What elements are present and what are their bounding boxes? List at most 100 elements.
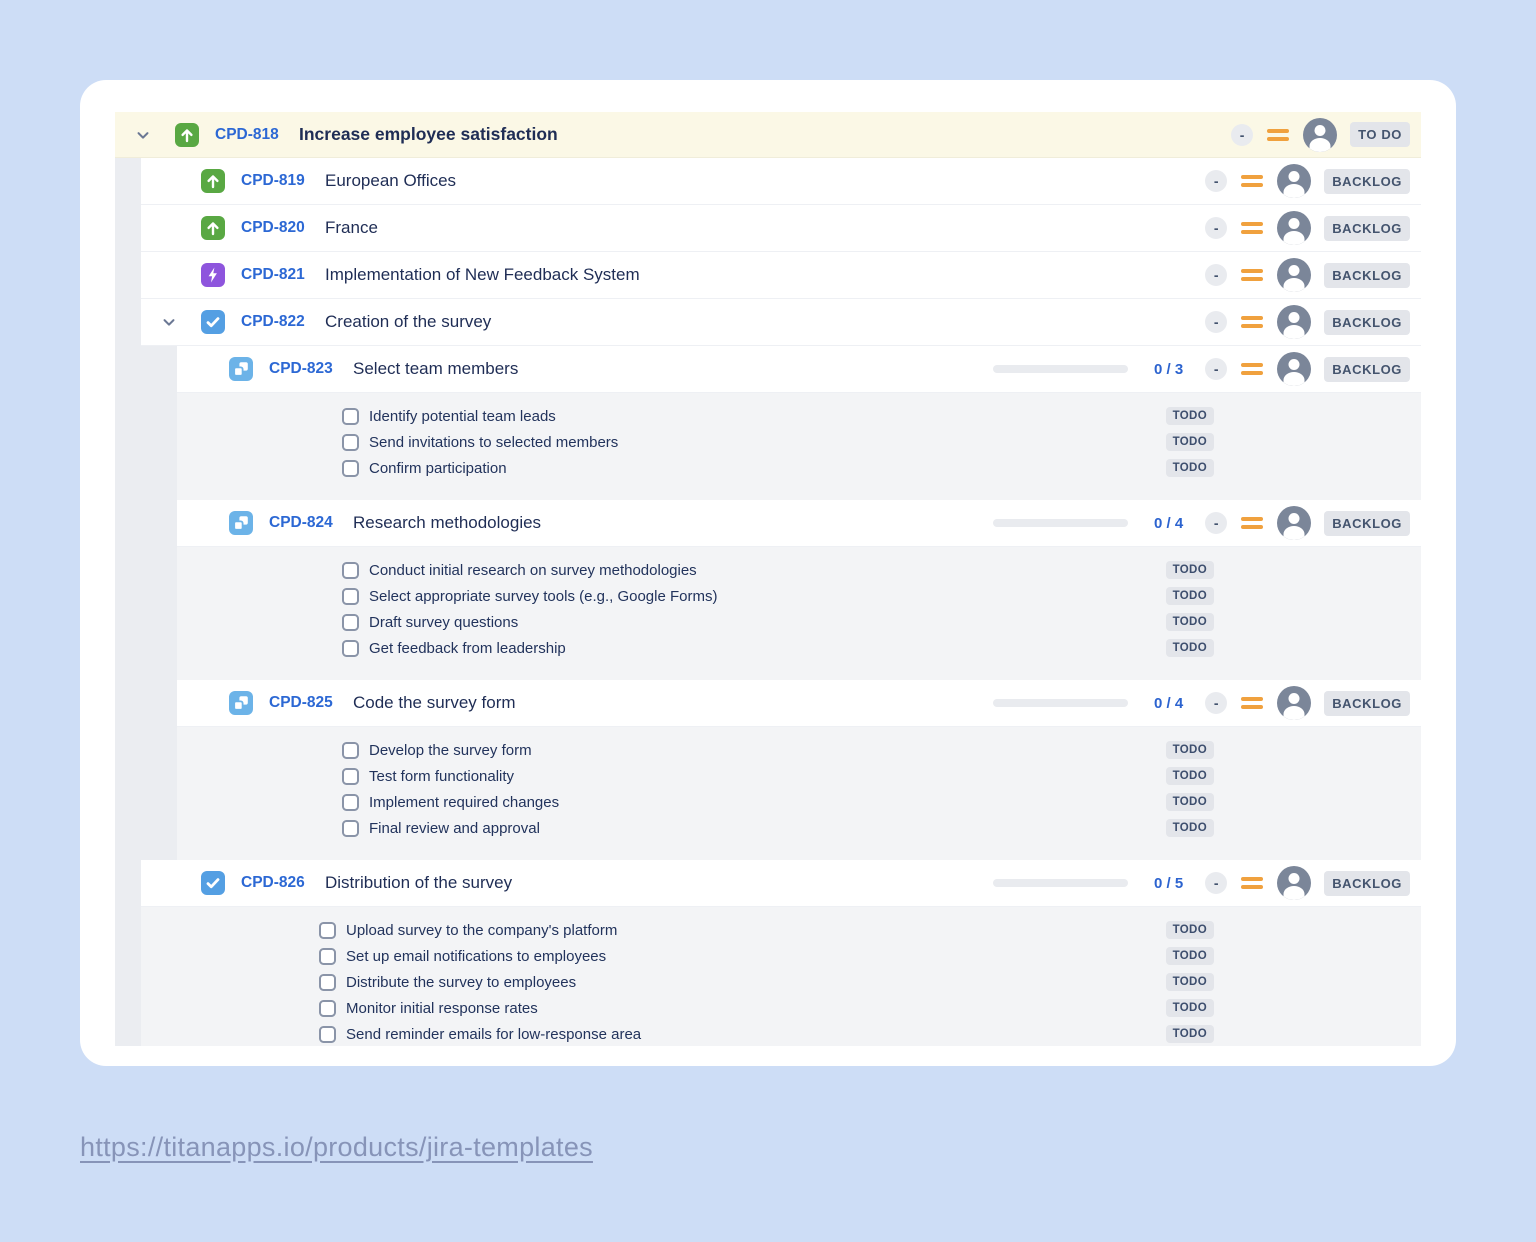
estimate-badge[interactable]: - bbox=[1205, 872, 1228, 894]
checkbox-unchecked[interactable] bbox=[319, 1025, 336, 1043]
priority-medium-icon[interactable] bbox=[1266, 123, 1290, 147]
checklist-item[interactable]: Send reminder emails for low-response ar… bbox=[319, 1021, 1421, 1046]
checkbox-unchecked[interactable] bbox=[319, 999, 336, 1017]
checkbox-unchecked[interactable] bbox=[342, 459, 359, 477]
issue-key[interactable]: CPD-819 bbox=[241, 172, 305, 189]
checklist-item[interactable]: Upload survey to the company's platform … bbox=[319, 917, 1421, 943]
checklist-item[interactable]: Draft survey questions TODO bbox=[342, 609, 1421, 635]
assignee-avatar[interactable] bbox=[1277, 352, 1312, 386]
checkbox-unchecked[interactable] bbox=[342, 433, 359, 451]
estimate-badge[interactable]: - bbox=[1231, 123, 1254, 146]
status-badge[interactable]: BACKLOG bbox=[1324, 262, 1410, 288]
priority-medium-icon[interactable] bbox=[1240, 871, 1264, 895]
checklist-item[interactable]: Confirm participation TODO bbox=[342, 455, 1421, 481]
checklist-item[interactable]: Identify potential team leads TODO bbox=[342, 403, 1421, 429]
issue-key[interactable]: CPD-824 bbox=[269, 514, 333, 531]
source-link[interactable]: https://titanapps.io/products/jira-templ… bbox=[80, 1132, 593, 1162]
issue-row[interactable]: CPD-822 Creation of the survey - BACKLOG bbox=[141, 299, 1421, 346]
assignee-avatar[interactable] bbox=[1277, 686, 1312, 720]
collapse-chevron-icon[interactable] bbox=[157, 313, 181, 331]
collapse-chevron-icon[interactable] bbox=[131, 126, 155, 144]
priority-medium-icon[interactable] bbox=[1240, 263, 1264, 287]
issue-row[interactable]: CPD-824 Research methodologies 0 / 4 - B… bbox=[177, 500, 1421, 547]
estimate-badge[interactable]: - bbox=[1205, 264, 1228, 286]
status-badge[interactable]: BACKLOG bbox=[1324, 168, 1410, 194]
issue-row[interactable]: CPD-820 France - BACKLOG bbox=[141, 205, 1421, 252]
priority-medium-icon[interactable] bbox=[1240, 310, 1264, 334]
checklist-item-status-badge[interactable]: TODO bbox=[1165, 793, 1214, 811]
checklist-item-status-badge[interactable]: TODO bbox=[1165, 1025, 1214, 1043]
checklist-item-status-badge[interactable]: TODO bbox=[1165, 433, 1214, 451]
checkbox-unchecked[interactable] bbox=[319, 921, 336, 939]
checkbox-unchecked[interactable] bbox=[319, 973, 336, 991]
checklist-item-status-badge[interactable]: TODO bbox=[1165, 741, 1214, 759]
checklist-item-status-badge[interactable]: TODO bbox=[1165, 459, 1214, 477]
checklist-item-status-badge[interactable]: TODO bbox=[1165, 407, 1214, 425]
checkbox-unchecked[interactable] bbox=[342, 819, 359, 837]
checklist-item-status-badge[interactable]: TODO bbox=[1165, 587, 1214, 605]
assignee-avatar[interactable] bbox=[1277, 258, 1312, 292]
issue-key[interactable]: CPD-818 bbox=[215, 125, 279, 143]
checkbox-unchecked[interactable] bbox=[342, 561, 359, 579]
priority-medium-icon[interactable] bbox=[1240, 511, 1264, 535]
checkbox-unchecked[interactable] bbox=[342, 587, 359, 605]
checklist-item[interactable]: Conduct initial research on survey metho… bbox=[342, 557, 1421, 583]
checkbox-unchecked[interactable] bbox=[342, 741, 359, 759]
checklist-item[interactable]: Distribute the survey to employees TODO bbox=[319, 969, 1421, 995]
issue-key[interactable]: CPD-820 bbox=[241, 219, 305, 236]
checklist-item-status-badge[interactable]: TODO bbox=[1165, 973, 1214, 991]
estimate-badge[interactable]: - bbox=[1205, 311, 1228, 333]
checklist-item-status-badge[interactable]: TODO bbox=[1165, 819, 1214, 837]
checklist-item-status-badge[interactable]: TODO bbox=[1165, 921, 1214, 939]
assignee-avatar[interactable] bbox=[1277, 305, 1312, 339]
checklist-item[interactable]: Monitor initial response rates TODO bbox=[319, 995, 1421, 1021]
issue-key[interactable]: CPD-823 bbox=[269, 360, 333, 377]
checkbox-unchecked[interactable] bbox=[342, 767, 359, 785]
checkbox-unchecked[interactable] bbox=[342, 639, 359, 657]
issue-row[interactable]: CPD-823 Select team members 0 / 3 - BACK… bbox=[177, 346, 1421, 393]
status-badge[interactable]: BACKLOG bbox=[1324, 356, 1410, 382]
checkbox-unchecked[interactable] bbox=[342, 793, 359, 811]
assignee-avatar[interactable] bbox=[1303, 117, 1338, 152]
checkbox-unchecked[interactable] bbox=[342, 613, 359, 631]
assignee-avatar[interactable] bbox=[1277, 866, 1312, 900]
assignee-avatar[interactable] bbox=[1277, 506, 1312, 540]
checklist-item[interactable]: Select appropriate survey tools (e.g., G… bbox=[342, 583, 1421, 609]
checklist-item[interactable]: Develop the survey form TODO bbox=[342, 737, 1421, 763]
status-badge[interactable]: TO DO bbox=[1350, 122, 1410, 147]
estimate-badge[interactable]: - bbox=[1205, 512, 1228, 534]
checklist-item-status-badge[interactable]: TODO bbox=[1165, 947, 1214, 965]
checkbox-unchecked[interactable] bbox=[342, 407, 359, 425]
priority-medium-icon[interactable] bbox=[1240, 357, 1264, 381]
issue-key[interactable]: CPD-822 bbox=[241, 313, 305, 330]
assignee-avatar[interactable] bbox=[1277, 164, 1312, 198]
issue-row[interactable]: CPD-819 European Offices - BACKLOG bbox=[141, 158, 1421, 205]
priority-medium-icon[interactable] bbox=[1240, 691, 1264, 715]
status-badge[interactable]: BACKLOG bbox=[1324, 510, 1410, 536]
checklist-item-status-badge[interactable]: TODO bbox=[1165, 767, 1214, 785]
priority-medium-icon[interactable] bbox=[1240, 169, 1264, 193]
issue-key[interactable]: CPD-821 bbox=[241, 266, 305, 283]
estimate-badge[interactable]: - bbox=[1205, 692, 1228, 714]
issue-key[interactable]: CPD-825 bbox=[269, 694, 333, 711]
checklist-item[interactable]: Set up email notifications to employees … bbox=[319, 943, 1421, 969]
status-badge[interactable]: BACKLOG bbox=[1324, 215, 1410, 241]
issue-row-epic[interactable]: CPD-818 Increase employee satisfaction -… bbox=[115, 112, 1421, 158]
status-badge[interactable]: BACKLOG bbox=[1324, 870, 1410, 896]
checklist-item-status-badge[interactable]: TODO bbox=[1165, 561, 1214, 579]
issue-row[interactable]: CPD-825 Code the survey form 0 / 4 - BAC… bbox=[177, 680, 1421, 727]
assignee-avatar[interactable] bbox=[1277, 211, 1312, 245]
estimate-badge[interactable]: - bbox=[1205, 358, 1228, 380]
issue-row[interactable]: CPD-826 Distribution of the survey 0 / 5… bbox=[141, 860, 1421, 907]
estimate-badge[interactable]: - bbox=[1205, 217, 1228, 239]
checklist-item-status-badge[interactable]: TODO bbox=[1165, 613, 1214, 631]
priority-medium-icon[interactable] bbox=[1240, 216, 1264, 240]
status-badge[interactable]: BACKLOG bbox=[1324, 690, 1410, 716]
issue-row[interactable]: CPD-821 Implementation of New Feedback S… bbox=[141, 252, 1421, 299]
checklist-item[interactable]: Test form functionality TODO bbox=[342, 763, 1421, 789]
status-badge[interactable]: BACKLOG bbox=[1324, 309, 1410, 335]
checklist-item-status-badge[interactable]: TODO bbox=[1165, 999, 1214, 1017]
checklist-item[interactable]: Implement required changes TODO bbox=[342, 789, 1421, 815]
issue-key[interactable]: CPD-826 bbox=[241, 874, 305, 891]
checklist-item[interactable]: Get feedback from leadership TODO bbox=[342, 635, 1421, 661]
